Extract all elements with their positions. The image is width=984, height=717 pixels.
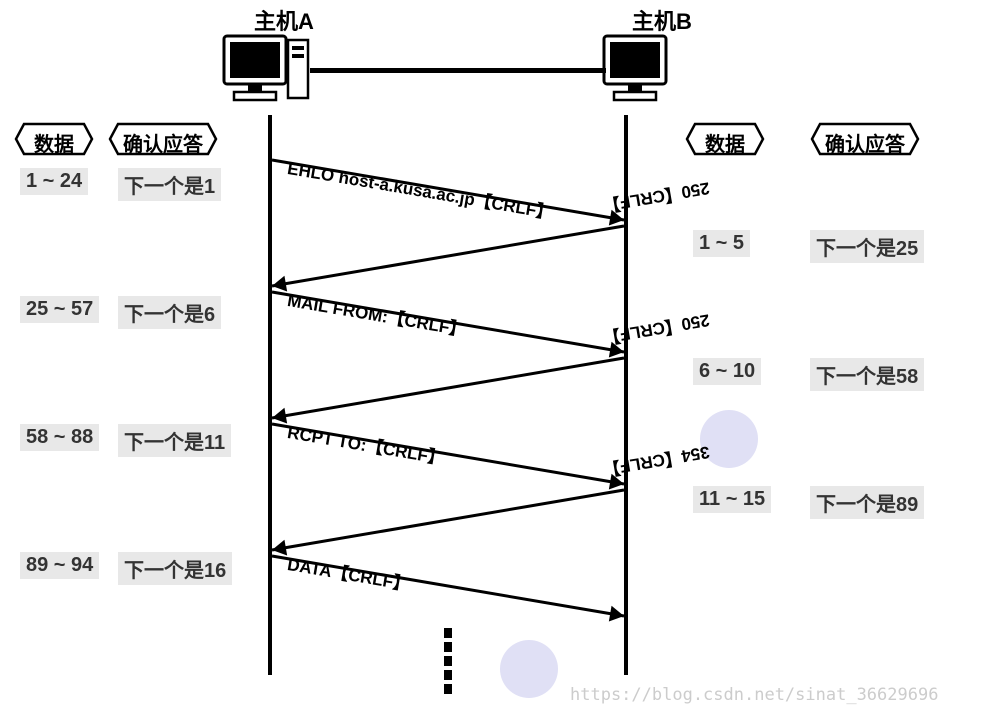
left-ack-3: 下一个是16 (118, 552, 232, 585)
right-ack-1: 下一个是58 (810, 358, 924, 391)
left-data-2: 58 ~ 88 (20, 424, 99, 451)
left-data-0: 1 ~ 24 (20, 168, 88, 195)
connection-line (310, 68, 606, 73)
right-ack-2: 下一个是89 (810, 486, 924, 519)
right-data-0: 1 ~ 5 (693, 230, 750, 257)
smtp-sequence-diagram: 主机A主机B 数据 确认应答 数据 确认应答 1 ~ 24下一个是125 ~ 5… (0, 0, 984, 717)
left-data-3: 89 ~ 94 (20, 552, 99, 579)
computer-a-icon (220, 28, 312, 111)
watermark: https://blog.csdn.net/sinat_36629696 (570, 685, 938, 705)
header-data-right: 数据 (685, 122, 765, 156)
right-ack-0: 下一个是25 (810, 230, 924, 263)
left-ack-0: 下一个是1 (118, 168, 221, 201)
header-data-left: 数据 (14, 122, 94, 156)
right-data-1: 6 ~ 10 (693, 358, 761, 385)
left-data-1: 25 ~ 57 (20, 296, 99, 323)
right-data-2: 11 ~ 15 (693, 486, 771, 513)
header-ack-right: 确认应答 (810, 122, 920, 156)
left-ack-1: 下一个是6 (118, 296, 221, 329)
decorative-blob-1 (500, 640, 558, 698)
computer-b-icon (600, 28, 692, 111)
header-ack-left: 确认应答 (108, 122, 218, 156)
left-ack-2: 下一个是11 (118, 424, 231, 457)
continuation-dots (444, 628, 450, 698)
